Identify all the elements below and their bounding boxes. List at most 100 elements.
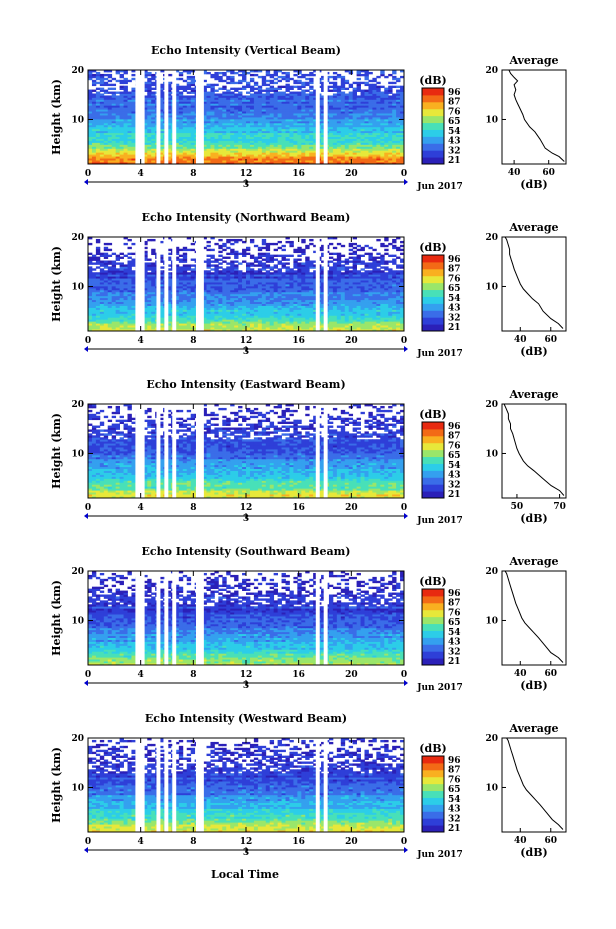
heatmap-cell [352,142,357,145]
heatmap-cell [396,97,401,100]
heatmap-cell [332,307,338,310]
heatmap-cell [147,101,152,104]
heatmap-cell [400,301,405,304]
heatmap-cell [95,323,101,326]
heatmap-cell [131,120,136,124]
heatmap-cell [95,140,101,143]
heatmap-cell [174,124,180,128]
heatmap-cell [88,154,93,157]
heatmap-cell [249,327,255,330]
heatmap-cell [230,75,235,79]
colorbar-tick-label: 54 [448,127,461,137]
heatmap-cell [281,124,286,128]
heatmap-cell [289,327,294,330]
heatmap-cell [143,97,148,100]
heatmap-cell [364,156,369,159]
heatmap-cell [234,117,239,120]
heatmap-cell [368,154,373,157]
heatmap-cell [88,142,93,145]
heatmap-cell [293,70,298,73]
heatmap-cell [186,81,192,85]
heatmap-cell [103,156,109,159]
heatmap-cell [305,152,310,155]
heatmap-cell [277,138,282,141]
heatmap-cell [301,150,306,153]
heatmap-cell [332,138,338,141]
heatmap-cell [182,154,188,157]
heatmap-cell [348,113,354,116]
heatmap-cell [238,136,243,139]
heatmap-cell [269,118,275,122]
heatmap-cell [269,301,275,304]
heatmap-cell [400,93,405,96]
heatmap-cell [352,319,357,322]
heatmap-cell [257,91,263,94]
heatmap-cell [178,97,184,100]
heatmap-cell [360,311,365,314]
heatmap-cell [360,323,365,326]
heatmap-cell [289,109,294,112]
heatmap-cell [309,301,314,304]
heatmap-cell [392,162,397,165]
heatmap-cell [242,101,247,104]
heatmap-cell [214,325,219,328]
heatmap-cell [127,295,132,299]
heatmap-cell [277,101,282,104]
heatmap-cell [352,305,357,308]
heatmap-cell [111,317,117,320]
heatmap-cell [167,321,172,324]
heatmap-cell [273,107,278,110]
heatmap-cell [190,293,196,297]
heatmap-cell [360,128,365,132]
heatmap-cell [222,329,227,332]
heatmap-cell [285,158,290,161]
heatmap-cell [261,136,267,139]
heatmap-cell [380,162,385,165]
heatmap-cell [376,91,381,94]
heatmap-cell [400,319,405,322]
heatmap-cell [143,70,148,73]
heatmap-cell [297,120,302,124]
heatmap-cell [159,109,164,112]
heatmap-cell [285,99,290,102]
heatmap-cell [242,140,247,143]
heatmap-cell [99,109,105,112]
heatmap-cell [238,325,243,328]
heatmap-cell [246,109,251,112]
heatmap-cell [340,154,346,157]
heatmap-cell [218,158,223,161]
heatmap-cell [340,107,346,110]
heatmap-cell [321,146,326,149]
heatmap-cell [230,103,235,106]
heatmap-cell [309,299,314,303]
heatmap-cell [293,309,298,312]
heatmap-cell [115,317,120,320]
heatmap-cell [376,329,381,332]
colorbar-frame [421,87,445,165]
heatmap-cell [281,323,286,326]
heatmap-cell [309,124,314,128]
heatmap-cell [392,299,397,303]
heatmap-cell [159,105,164,108]
heatmap-cell [277,325,282,328]
heatmap-cell [368,162,373,165]
heatmap-cell [218,325,223,328]
heatmap-cell [249,124,255,128]
heatmap-cell [364,128,369,132]
heatmap-cell [388,103,393,106]
heatmap-cell [380,109,385,112]
heatmap-cell [186,299,192,303]
heatmap-cell [151,73,156,77]
heatmap-cell [123,295,128,299]
heatmap-cell [380,327,385,330]
heatmap-cell [277,307,282,310]
heatmap-cell [214,115,219,118]
heatmap-cell [238,319,243,322]
heatmap-cell [344,313,350,316]
heatmap-cell [289,311,294,314]
heatmap-cell [332,293,338,297]
heatmap-cell [238,73,243,77]
heatmap-cell [95,122,101,126]
heatmap-cell [99,313,105,316]
heatmap-cell [115,142,120,145]
